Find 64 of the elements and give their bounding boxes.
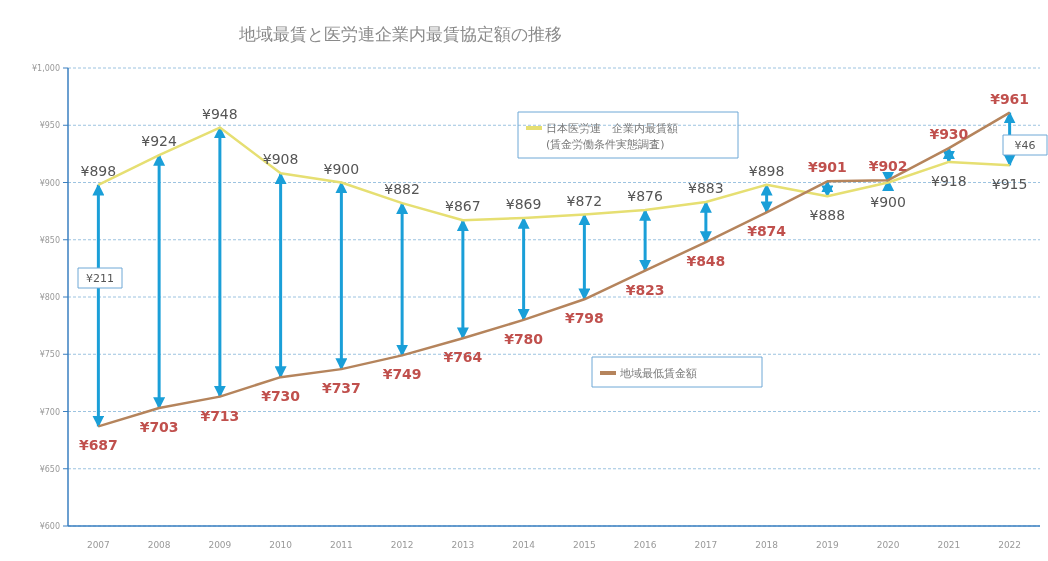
legend: 日本医労連 企業内最賃額 (賃金労働条件実態調査) (517, 111, 739, 159)
note-box: ¥211 (77, 267, 123, 289)
data-label: ¥749 (382, 366, 422, 383)
x-tick-label: 2009 (208, 540, 232, 550)
y-tick-label: ¥1,000 (32, 64, 60, 73)
y-tick-label: ¥700 (39, 407, 60, 417)
data-label: ¥764 (443, 349, 483, 366)
data-label: ¥737 (321, 380, 361, 397)
x-tick-label: 2015 (572, 540, 596, 550)
x-tick-label: 2016 (633, 540, 657, 550)
data-label: ¥798 (564, 310, 604, 327)
data-label: ¥924 (141, 133, 178, 150)
data-label: ¥961 (990, 90, 1030, 107)
x-tick-label: 2014 (512, 540, 536, 550)
legend-label: 地域最低賃金額 (619, 367, 697, 380)
data-label: ¥823 (625, 281, 665, 298)
data-label: ¥872 (566, 192, 603, 209)
data-label: ¥687 (78, 437, 118, 454)
data-label: ¥888 (809, 207, 846, 224)
data-label: ¥900 (323, 160, 360, 177)
data-label: ¥882 (384, 181, 420, 198)
y-tick-label: ¥650 (39, 464, 60, 474)
y-tick-label: ¥750 (39, 350, 60, 360)
chart-title: 地域最賃と医労連企業内最賃協定額の推移 (237, 24, 562, 44)
data-label: ¥848 (686, 253, 726, 270)
y-tick-label: ¥600 (39, 522, 60, 531)
data-label: ¥898 (748, 162, 785, 179)
data-label: ¥902 (868, 158, 908, 175)
data-label: ¥874 (747, 223, 787, 240)
y-tick-label: ¥950 (39, 121, 60, 131)
x-tick-label: 2011 (329, 540, 353, 550)
x-tick-label: 2008 (147, 540, 171, 550)
data-label: ¥713 (200, 407, 240, 424)
legend: 地域最低賃金額 (591, 356, 763, 388)
x-tick-label: 2018 (755, 540, 779, 550)
data-label: ¥930 (929, 126, 969, 143)
x-tick-label: 2019 (815, 540, 840, 550)
data-label: ¥867 (445, 198, 481, 215)
x-tick-label: 2013 (451, 540, 475, 550)
x-tick-label: 2010 (269, 540, 293, 550)
y-tick-label: ¥850 (39, 235, 60, 245)
y-tick-label: ¥900 (39, 178, 60, 188)
data-label: ¥948 (202, 105, 238, 122)
data-label: ¥780 (504, 330, 544, 347)
x-tick-label: 2012 (390, 540, 414, 550)
x-tick-label: 2022 (998, 540, 1022, 550)
data-label: ¥908 (262, 151, 299, 168)
data-label: ¥898 (80, 162, 117, 179)
x-tick-label: 2007 (86, 540, 110, 550)
legend-label: 日本医労連 企業内最賃額 (賃金労働条件実態調査) (546, 122, 678, 151)
x-tick-label: 2020 (876, 540, 900, 550)
data-label: ¥869 (505, 195, 542, 212)
x-tick-label: 2021 (937, 540, 961, 550)
x-tick-label: 2017 (694, 540, 718, 550)
data-label: ¥703 (139, 419, 179, 436)
annotation: ¥46 (1014, 139, 1036, 152)
note-box: ¥46 (1002, 134, 1048, 156)
data-label: ¥883 (688, 179, 724, 196)
data-label: ¥900 (870, 193, 906, 210)
data-label: ¥876 (627, 187, 664, 204)
data-label: ¥901 (807, 159, 847, 176)
y-tick-label: ¥800 (39, 293, 60, 302)
annotation: ¥211 (86, 272, 114, 285)
data-label: ¥730 (261, 388, 301, 405)
